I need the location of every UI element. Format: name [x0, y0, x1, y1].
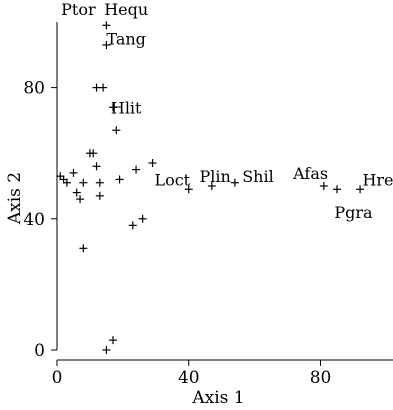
- data-point: [319, 182, 328, 190]
- data-point: [95, 191, 104, 200]
- x-tick-label: 80: [310, 368, 332, 388]
- data-point: [59, 175, 68, 184]
- data-point: [79, 178, 88, 187]
- point-label: Loct: [154, 170, 190, 189]
- data-point: [112, 126, 121, 135]
- x-tick-label: 0: [52, 368, 63, 388]
- data-point: [184, 185, 193, 194]
- point-labels: Ptor Hequ Tang Hlit Loct Plin Shil Afas Pgra Hreg: [61, 0, 393, 222]
- y-tick-label: 0: [34, 341, 45, 361]
- point-label: Pgra: [334, 203, 373, 222]
- data-point: [356, 185, 365, 194]
- data-point: [62, 178, 71, 187]
- data-point: [230, 178, 239, 187]
- data-point: [128, 221, 137, 230]
- x-tick-label: 40: [178, 368, 200, 388]
- data-point: [76, 195, 85, 204]
- x-axis-title: Axis 1: [191, 388, 244, 408]
- point-label: Tang: [106, 29, 146, 48]
- point-label: Hreg: [362, 170, 393, 189]
- y-tick-label: 40: [23, 210, 45, 230]
- axes: [56, 22, 393, 361]
- data-point: [56, 172, 65, 181]
- data-point: [95, 178, 104, 187]
- y-axis-title: Axis 2: [5, 172, 25, 225]
- point-label: Afas: [292, 164, 328, 183]
- point-label: Hequ: [104, 0, 148, 19]
- data-point: [138, 214, 147, 223]
- data-point: [99, 83, 108, 92]
- data-point: [333, 185, 341, 194]
- data-point: [92, 162, 101, 171]
- data-point: [69, 168, 78, 177]
- data-point: [89, 149, 98, 158]
- data-point: [109, 336, 117, 345]
- data-point: [79, 244, 88, 253]
- point-label: Shil: [242, 167, 274, 186]
- ticks: 0 40 80 0 40 80: [23, 79, 331, 388]
- data-point: [207, 182, 216, 190]
- data-point: [102, 40, 111, 49]
- data-point: [102, 346, 111, 354]
- markers: [56, 21, 365, 354]
- data-point: [102, 21, 111, 30]
- data-point: [109, 103, 117, 112]
- data-point: [115, 175, 124, 184]
- point-label: Plin: [199, 167, 230, 186]
- point-label: Ptor: [61, 0, 96, 19]
- data-point: [132, 165, 141, 174]
- point-label: Hlit: [111, 98, 142, 117]
- data-point: [72, 188, 81, 197]
- data-point: [148, 159, 157, 168]
- y-tick-label: 80: [23, 79, 45, 99]
